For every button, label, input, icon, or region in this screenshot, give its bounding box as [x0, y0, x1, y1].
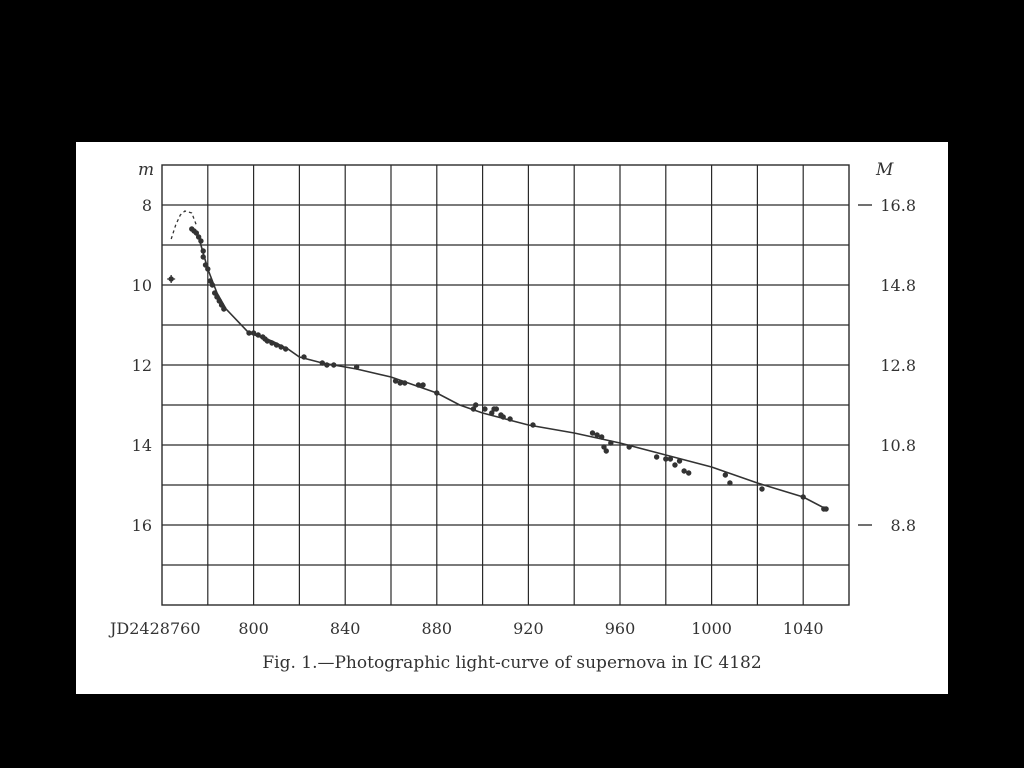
data-point	[211, 290, 218, 296]
data-point	[493, 406, 500, 412]
x-tick-label: 960	[605, 619, 636, 638]
data-point	[727, 480, 733, 486]
left-tick-label: 14	[132, 436, 152, 455]
data-point	[603, 448, 609, 454]
x-axis-start-label: JD2428760	[108, 619, 201, 638]
data-point	[209, 282, 216, 288]
data-point	[200, 248, 206, 254]
plot-frame	[161, 164, 850, 606]
data-point	[601, 444, 607, 450]
data-point	[278, 344, 284, 350]
x-tick-label: 840	[330, 619, 361, 638]
data-point	[823, 506, 829, 512]
data-point	[214, 294, 220, 300]
data-point	[626, 444, 632, 450]
data-point	[608, 440, 614, 446]
left-tick-label: 16	[132, 516, 152, 535]
data-point	[216, 298, 222, 304]
right-tick-label: 14.8	[880, 276, 916, 295]
data-point	[246, 330, 252, 336]
data-point	[470, 406, 477, 412]
horizontal-gridlines	[162, 204, 849, 566]
x-tick-label: 920	[513, 619, 544, 638]
figure-sheet: m M 8 10 12 14 16 16.8 14.8 12.8 10.8 8.8 JD2428…	[76, 142, 948, 694]
left-tick-label: 8	[142, 196, 152, 215]
x-tick-label: 800	[238, 619, 269, 638]
data-point	[482, 406, 488, 412]
data-point	[255, 332, 261, 338]
data-point	[193, 230, 200, 236]
data-point	[397, 380, 403, 386]
data-point	[594, 432, 600, 438]
data-point	[282, 346, 289, 352]
data-point	[420, 382, 426, 388]
figure-caption: Fig. 1.—Photographic light-curve of supe…	[262, 653, 761, 673]
data-point	[269, 340, 275, 346]
right-tick-label: 16.8	[880, 196, 916, 215]
data-point	[800, 494, 806, 500]
right-axis-title: M	[875, 160, 894, 180]
left-axis-ticks: 8 10 12 14 16	[132, 196, 152, 535]
x-axis-ticks: 800 840 880 920 960 1000 1040	[238, 619, 823, 638]
data-point	[195, 234, 202, 240]
data-point	[722, 472, 729, 478]
data-point	[205, 266, 211, 272]
fitted-light-curve	[197, 236, 827, 510]
left-tick-label: 12	[132, 356, 152, 375]
data-point	[200, 254, 206, 260]
data-point	[319, 360, 325, 366]
right-tick-label: 12.8	[880, 356, 916, 375]
data-point	[473, 402, 479, 408]
right-tick-label: 8.8	[891, 516, 916, 535]
data-point	[686, 470, 692, 476]
data-point	[598, 434, 605, 440]
vertical-gridlines	[207, 165, 804, 605]
data-point	[667, 456, 674, 462]
data-point	[202, 262, 209, 268]
data-point	[500, 414, 506, 420]
data-point	[676, 458, 683, 464]
data-point	[434, 390, 440, 396]
first-observation-cross	[167, 275, 176, 283]
right-tick-label: 10.8	[880, 436, 916, 455]
data-point	[207, 278, 213, 284]
observation-points	[167, 226, 829, 512]
data-point	[672, 462, 678, 468]
data-point	[198, 238, 204, 244]
data-point	[218, 302, 225, 308]
data-point	[759, 486, 765, 492]
data-point	[301, 354, 307, 360]
data-point	[663, 456, 669, 462]
data-point	[273, 342, 280, 348]
data-point	[589, 430, 596, 436]
left-axis-title: m	[138, 160, 154, 180]
right-axis-ticks: 16.8 14.8 12.8 10.8 8.8	[858, 196, 916, 535]
data-point	[489, 410, 495, 416]
data-point	[250, 330, 257, 336]
data-point	[681, 468, 687, 474]
data-point	[221, 306, 227, 312]
data-point	[507, 416, 513, 422]
x-tick-label: 1000	[691, 619, 732, 638]
data-point	[353, 364, 360, 370]
dashed-extrapolation-curve	[170, 210, 197, 240]
data-point	[264, 338, 271, 344]
data-point	[415, 382, 422, 388]
data-point	[324, 362, 330, 368]
x-tick-label: 880	[422, 619, 453, 638]
x-tick-label: 1040	[783, 619, 824, 638]
data-point	[331, 362, 337, 368]
data-point	[402, 380, 408, 386]
data-point	[653, 454, 660, 460]
data-point	[392, 378, 399, 384]
data-point	[530, 422, 536, 428]
left-tick-label: 10	[132, 276, 152, 295]
light-curve-chart: m M 8 10 12 14 16 16.8 14.8 12.8 10.8 8.8 JD2428…	[108, 160, 916, 673]
